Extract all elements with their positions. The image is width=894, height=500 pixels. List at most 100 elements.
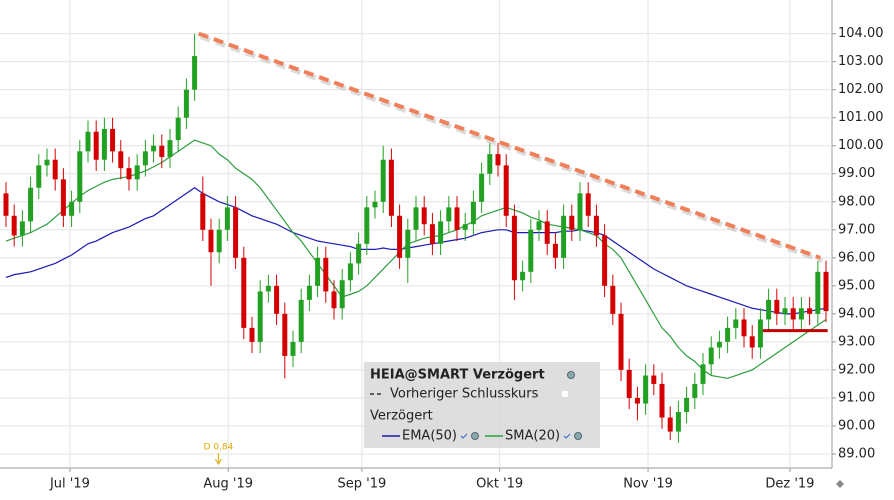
legend-title: HEIA@SMART Verzögert <box>370 368 545 383</box>
candle-body <box>331 291 337 309</box>
candle-body <box>733 319 739 328</box>
x-tick-label: Nov '19 <box>623 477 673 492</box>
candle-body <box>298 299 304 342</box>
candle-body <box>561 215 567 258</box>
annotation: D 0.84 <box>203 443 233 453</box>
candle-body <box>544 221 550 244</box>
candle-body <box>643 375 649 404</box>
candle-body <box>388 159 394 216</box>
candle-body <box>118 151 124 169</box>
line-series <box>5 187 827 315</box>
candle-body <box>716 341 722 348</box>
legend-icon <box>471 432 480 440</box>
candle-body <box>52 159 58 180</box>
legend-icon <box>562 391 568 397</box>
candle-body <box>626 369 632 398</box>
candle-body <box>85 131 91 152</box>
y-tick-label: 93.00 <box>838 334 875 349</box>
candle-body <box>495 154 501 166</box>
candle-body <box>757 319 763 348</box>
candle-body <box>19 221 25 236</box>
legend-check <box>563 433 571 439</box>
candle-body <box>405 229 411 258</box>
candle-body <box>798 308 804 320</box>
candle-body <box>241 257 247 328</box>
candle-body <box>421 207 427 225</box>
legend-box <box>364 362 600 448</box>
candle-body <box>790 308 796 320</box>
candle-body <box>692 383 698 398</box>
candle-body <box>192 56 198 90</box>
candle-body <box>651 375 657 384</box>
candle-body <box>725 327 731 342</box>
candle-body <box>815 271 821 314</box>
candle-body <box>364 207 370 244</box>
candle-body <box>77 151 83 202</box>
candle-body <box>208 229 214 253</box>
candle-body <box>438 221 444 244</box>
candle-body <box>511 215 517 281</box>
candle-body <box>593 215 599 236</box>
line-series <box>5 139 827 379</box>
candle-body <box>142 151 148 166</box>
candle-body <box>528 229 534 272</box>
candle-body <box>479 173 485 202</box>
candle-body <box>446 207 452 222</box>
candle-body <box>134 165 140 180</box>
candle-body <box>126 168 132 180</box>
candle-body <box>552 243 558 258</box>
candle-body <box>749 336 755 348</box>
candle-body <box>807 308 813 314</box>
legend-label: EMA(50) <box>402 429 457 444</box>
candle-body <box>766 299 772 320</box>
x-tick-label: Aug '19 <box>203 477 253 492</box>
candle-body <box>585 193 591 216</box>
y-tick-label: 100.00 <box>838 138 884 153</box>
candle-body <box>413 207 419 230</box>
annotation-arrow <box>214 453 222 465</box>
candle-body <box>110 128 116 152</box>
candle-body <box>167 140 173 157</box>
candle-body <box>249 327 255 342</box>
candle-body <box>274 285 280 314</box>
trendline <box>198 31 821 260</box>
candle-body <box>397 215 403 258</box>
candle-body <box>675 411 681 432</box>
candle-body <box>11 215 17 236</box>
scroll-icon[interactable] <box>836 480 844 488</box>
candle-body <box>774 299 780 314</box>
x-tick-label: Jul '19 <box>49 477 90 492</box>
candle-body <box>233 207 239 258</box>
legend-label: SMA(20) <box>505 429 560 444</box>
candle-body <box>700 364 706 384</box>
x-tick-label: Sep '19 <box>338 477 387 492</box>
candle-body <box>602 235 608 286</box>
candle-body <box>183 89 189 118</box>
legend-check <box>460 433 468 439</box>
legend: HEIA@SMART Verzögert Vorheriger Schlussku… <box>364 362 600 448</box>
candle-body <box>257 291 263 342</box>
candle-body <box>347 263 353 281</box>
y-tick-label: 102.00 <box>838 82 884 97</box>
legend-section: Verzögert <box>370 409 433 424</box>
candle-body <box>315 257 321 286</box>
candle-body <box>159 145 165 157</box>
y-tick-label: 97.00 <box>838 222 875 237</box>
candle-body <box>101 128 107 160</box>
candle-body <box>216 229 222 253</box>
candle-body <box>290 341 296 356</box>
candle-body <box>44 159 50 166</box>
y-tick-label: 95.00 <box>838 278 875 293</box>
legend-icon <box>574 432 583 440</box>
y-tick-label: 94.00 <box>838 306 875 321</box>
candle-body <box>462 224 468 230</box>
candle-body <box>175 117 181 141</box>
candle-body <box>282 313 288 356</box>
candle-body <box>3 193 9 216</box>
y-tick-label: 89.00 <box>838 446 875 461</box>
candle-body <box>634 397 640 404</box>
candle-body <box>323 257 329 292</box>
candle-body <box>667 417 673 432</box>
candle-body <box>200 193 206 230</box>
